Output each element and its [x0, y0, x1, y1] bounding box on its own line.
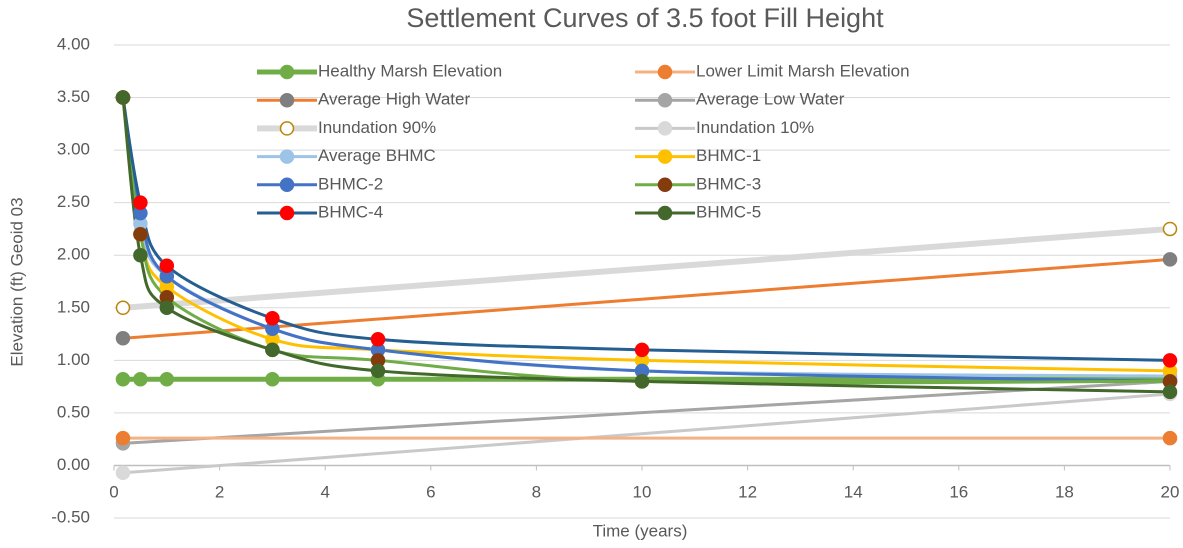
data-point	[133, 372, 148, 387]
legend-label: BHMC-5	[696, 202, 761, 221]
legend-label: Healthy Marsh Elevation	[318, 61, 502, 80]
x-axis-title: Time (years)	[593, 521, 688, 540]
legend-marker	[279, 149, 295, 164]
y-tick-label: 0.00	[57, 455, 90, 474]
legend-marker	[657, 92, 673, 108]
x-tick-label: 14	[844, 482, 863, 501]
legend-label: BHMC-3	[696, 174, 761, 193]
chart-title: Settlement Curves of 3.5 foot Fill Heigh…	[406, 3, 884, 33]
data-point	[634, 374, 650, 389]
grid	[114, 44, 1170, 519]
legend-marker	[279, 121, 295, 136]
y-axis-title: Elevation (ft) Geoid 03	[7, 197, 26, 366]
legend-marker	[279, 92, 295, 108]
y-tick-label: 2.50	[57, 192, 90, 211]
y-tick-label: 0.50	[57, 402, 90, 421]
series-line	[121, 97, 1171, 385]
data-point	[634, 342, 650, 358]
legend-marker	[657, 149, 673, 164]
data-point	[1162, 221, 1178, 237]
data-point	[265, 372, 280, 387]
legend-marker	[279, 177, 295, 193]
data-point	[370, 332, 386, 347]
y-tick-label: 4.00	[57, 34, 90, 53]
data-point	[115, 300, 131, 316]
data-point	[115, 465, 131, 481]
legend-marker	[657, 121, 673, 136]
x-tick-label: 6	[426, 482, 435, 501]
data-point	[159, 258, 175, 273]
data-point	[1162, 252, 1178, 267]
series-line	[122, 257, 1171, 340]
x-tick-label: 8	[532, 482, 541, 501]
x-tick-label: 4	[320, 482, 329, 501]
y-tick-label: 3.50	[57, 87, 90, 106]
legend-marker	[279, 64, 295, 80]
data-point	[1162, 384, 1178, 400]
y-tick-label: 1.00	[57, 350, 90, 369]
data-point	[159, 372, 175, 387]
x-tick-label: 0	[109, 482, 118, 501]
series-line	[122, 225, 1171, 311]
legend-label: Average Low Water	[696, 90, 845, 109]
data-point	[265, 311, 280, 326]
data-point	[133, 226, 148, 242]
legend-marker	[657, 64, 673, 80]
y-tick-label: 1.50	[57, 297, 90, 316]
series-line	[122, 392, 1171, 475]
data-point	[370, 363, 386, 379]
data-point	[115, 430, 131, 446]
data-point	[159, 300, 175, 316]
data-point	[115, 90, 131, 105]
x-tick-label: 2	[215, 482, 224, 501]
legend-label: Inundation 10%	[696, 118, 814, 137]
legend-label: Inundation 90%	[318, 118, 436, 137]
legend-label: BHMC-1	[696, 146, 761, 165]
legend-label: BHMC-4	[318, 202, 383, 221]
legend-label: Average BHMC	[318, 146, 436, 165]
y-tick-label: -0.50	[51, 507, 90, 526]
data-point	[1162, 430, 1178, 446]
series-line	[121, 97, 1171, 362]
data-point	[133, 247, 148, 263]
x-tick-label: 18	[1055, 482, 1074, 501]
x-tick-label: 12	[738, 482, 757, 501]
legend-label: Lower Limit Marsh Elevation	[696, 61, 910, 80]
legend: Healthy Marsh Elevation Lower Limit Marsh…	[257, 61, 910, 221]
data-point	[1162, 353, 1178, 368]
legend-marker	[279, 205, 295, 221]
y-tick-label: 2.00	[57, 245, 90, 264]
legend-label: Average High Water	[318, 90, 470, 109]
legend-marker	[657, 177, 673, 193]
legend-marker	[657, 205, 673, 221]
legend-label: BHMC-2	[318, 174, 383, 193]
x-tick-label: 16	[949, 482, 968, 501]
x-tick-label: 20	[1161, 482, 1180, 501]
data-point	[115, 331, 131, 346]
y-tick-label: 3.00	[57, 140, 90, 159]
data-point	[115, 372, 131, 387]
series-line	[121, 97, 1171, 378]
data-point	[133, 195, 148, 210]
data-point	[265, 342, 280, 358]
x-tick-label: 10	[633, 482, 652, 501]
